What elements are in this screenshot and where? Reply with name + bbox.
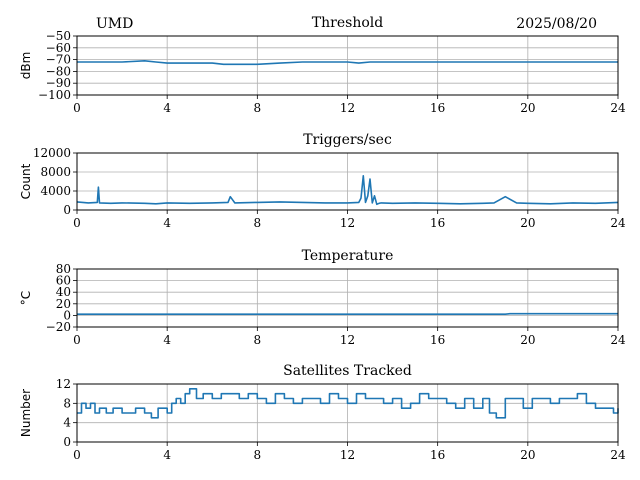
y-tick-label: 4000 (40, 184, 71, 198)
x-tick-label: 16 (430, 333, 445, 347)
y-tick-label: 8000 (40, 165, 71, 179)
panel-title: Triggers/sec (303, 132, 392, 148)
y-tick-label: 20 (56, 297, 71, 311)
y-tick-label: 80 (56, 262, 71, 276)
x-tick-label: 16 (430, 101, 445, 115)
chart-panel-2: 0 4 8 12 16 20 24 0 4000 8000 12000 Triggers/sec Cou… (19, 132, 626, 230)
y-tick-label: 60 (56, 274, 71, 288)
x-tick-label: 20 (520, 216, 535, 230)
x-tick-label: 8 (254, 333, 262, 347)
x-tick-label: 24 (610, 216, 626, 230)
x-tick-label: 8 (254, 216, 262, 230)
chart-panels: 0 4 8 12 16 20 24 −100−90−80−70−60−50 Threshold d… (19, 15, 626, 462)
x-tick-label: 12 (340, 448, 355, 462)
y-tick-label: −70 (46, 53, 71, 67)
x-tick-label: 0 (73, 216, 81, 230)
y-tick-label: −50 (46, 29, 71, 43)
x-tick-label: 16 (430, 448, 445, 462)
y-tick-label: −60 (46, 41, 71, 55)
panel-title: Threshold (312, 15, 383, 31)
x-tick-label: 4 (163, 448, 171, 462)
y-tick-label: 12 (56, 377, 71, 391)
y-axis-label: Count (19, 163, 33, 199)
x-tick-label: 24 (610, 448, 626, 462)
y-tick-label: −80 (46, 64, 71, 78)
panel-title: Temperature (302, 248, 394, 264)
y-tick-label: −100 (38, 88, 71, 102)
x-tick-label: 0 (73, 101, 81, 115)
series-line (77, 312, 618, 315)
date-label: 2025/08/20 (516, 16, 597, 32)
y-tick-label: 0 (63, 435, 71, 449)
x-tick-label: 8 (254, 448, 262, 462)
x-tick-label: 12 (340, 101, 355, 115)
x-tick-label: 24 (610, 101, 626, 115)
x-tick-label: 12 (340, 216, 355, 230)
x-tick-label: 12 (340, 333, 355, 347)
chart-panel-1: 0 4 8 12 16 20 24 −100−90−80−70−60−50 Threshold d… (19, 15, 626, 115)
chart-panel-4: 0 4 8 12 16 20 24 0 4 8 12 Satellites Tracked Number (19, 363, 626, 462)
x-tick-label: 20 (520, 448, 535, 462)
series-line (76, 175, 619, 206)
y-axis-label: °C (19, 291, 33, 305)
station-label: UMD (96, 16, 133, 32)
x-tick-label: 0 (73, 448, 81, 462)
y-axis-label: Number (19, 389, 33, 437)
panel-title: Satellites Tracked (283, 363, 412, 379)
y-axis-label: dBm (19, 52, 33, 80)
x-tick-label: 20 (520, 101, 535, 115)
x-tick-label: 4 (163, 216, 171, 230)
x-tick-label: 8 (254, 101, 262, 115)
y-tick-label: −20 (46, 320, 71, 334)
y-tick-label: 0 (63, 203, 71, 217)
series-line (77, 388, 619, 419)
y-tick-label: 12000 (33, 146, 71, 160)
y-tick-label: 40 (56, 285, 71, 299)
x-tick-label: 0 (73, 333, 81, 347)
x-tick-label: 4 (163, 333, 171, 347)
x-tick-label: 24 (610, 333, 626, 347)
series-line (77, 60, 618, 66)
x-tick-label: 20 (520, 333, 535, 347)
y-tick-label: −90 (46, 76, 71, 90)
y-tick-label: 0 (63, 308, 71, 322)
y-tick-label: 4 (63, 416, 71, 430)
x-tick-label: 16 (430, 216, 445, 230)
x-tick-label: 4 (163, 101, 171, 115)
y-tick-label: 8 (63, 396, 71, 410)
